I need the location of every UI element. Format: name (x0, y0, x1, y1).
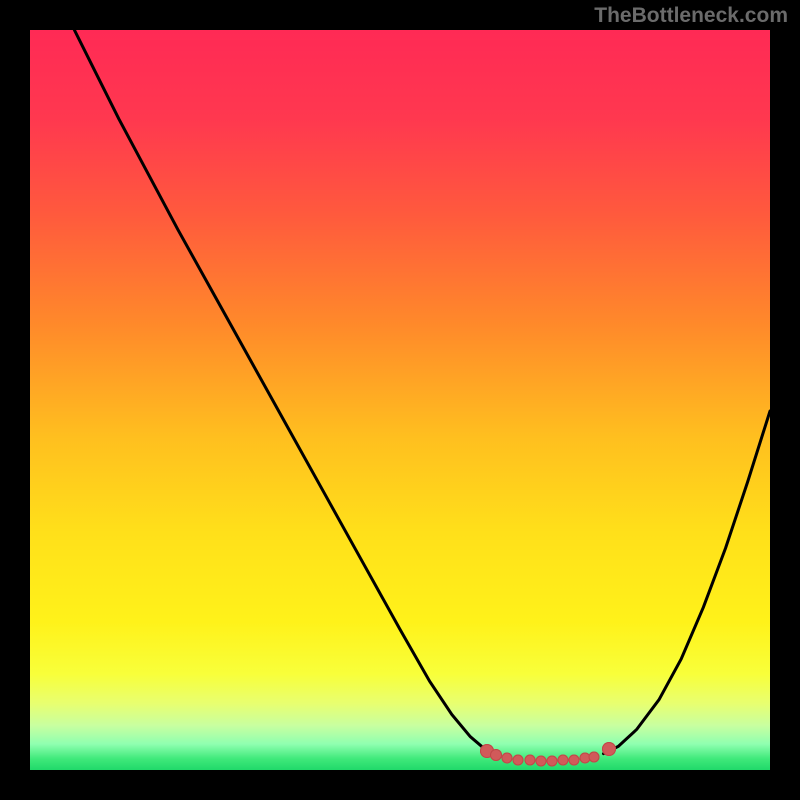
data-marker (568, 754, 579, 765)
bottleneck-chart (30, 30, 770, 770)
chart-svg (30, 30, 770, 770)
data-marker (588, 751, 599, 762)
data-marker (535, 756, 546, 767)
watermark-text: TheBottleneck.com (594, 4, 788, 28)
data-marker (557, 755, 568, 766)
data-marker (524, 755, 535, 766)
data-marker (513, 754, 524, 765)
data-marker (502, 753, 513, 764)
data-marker (602, 742, 616, 756)
data-marker (490, 749, 502, 761)
chart-background (30, 30, 770, 770)
data-marker (546, 756, 557, 767)
